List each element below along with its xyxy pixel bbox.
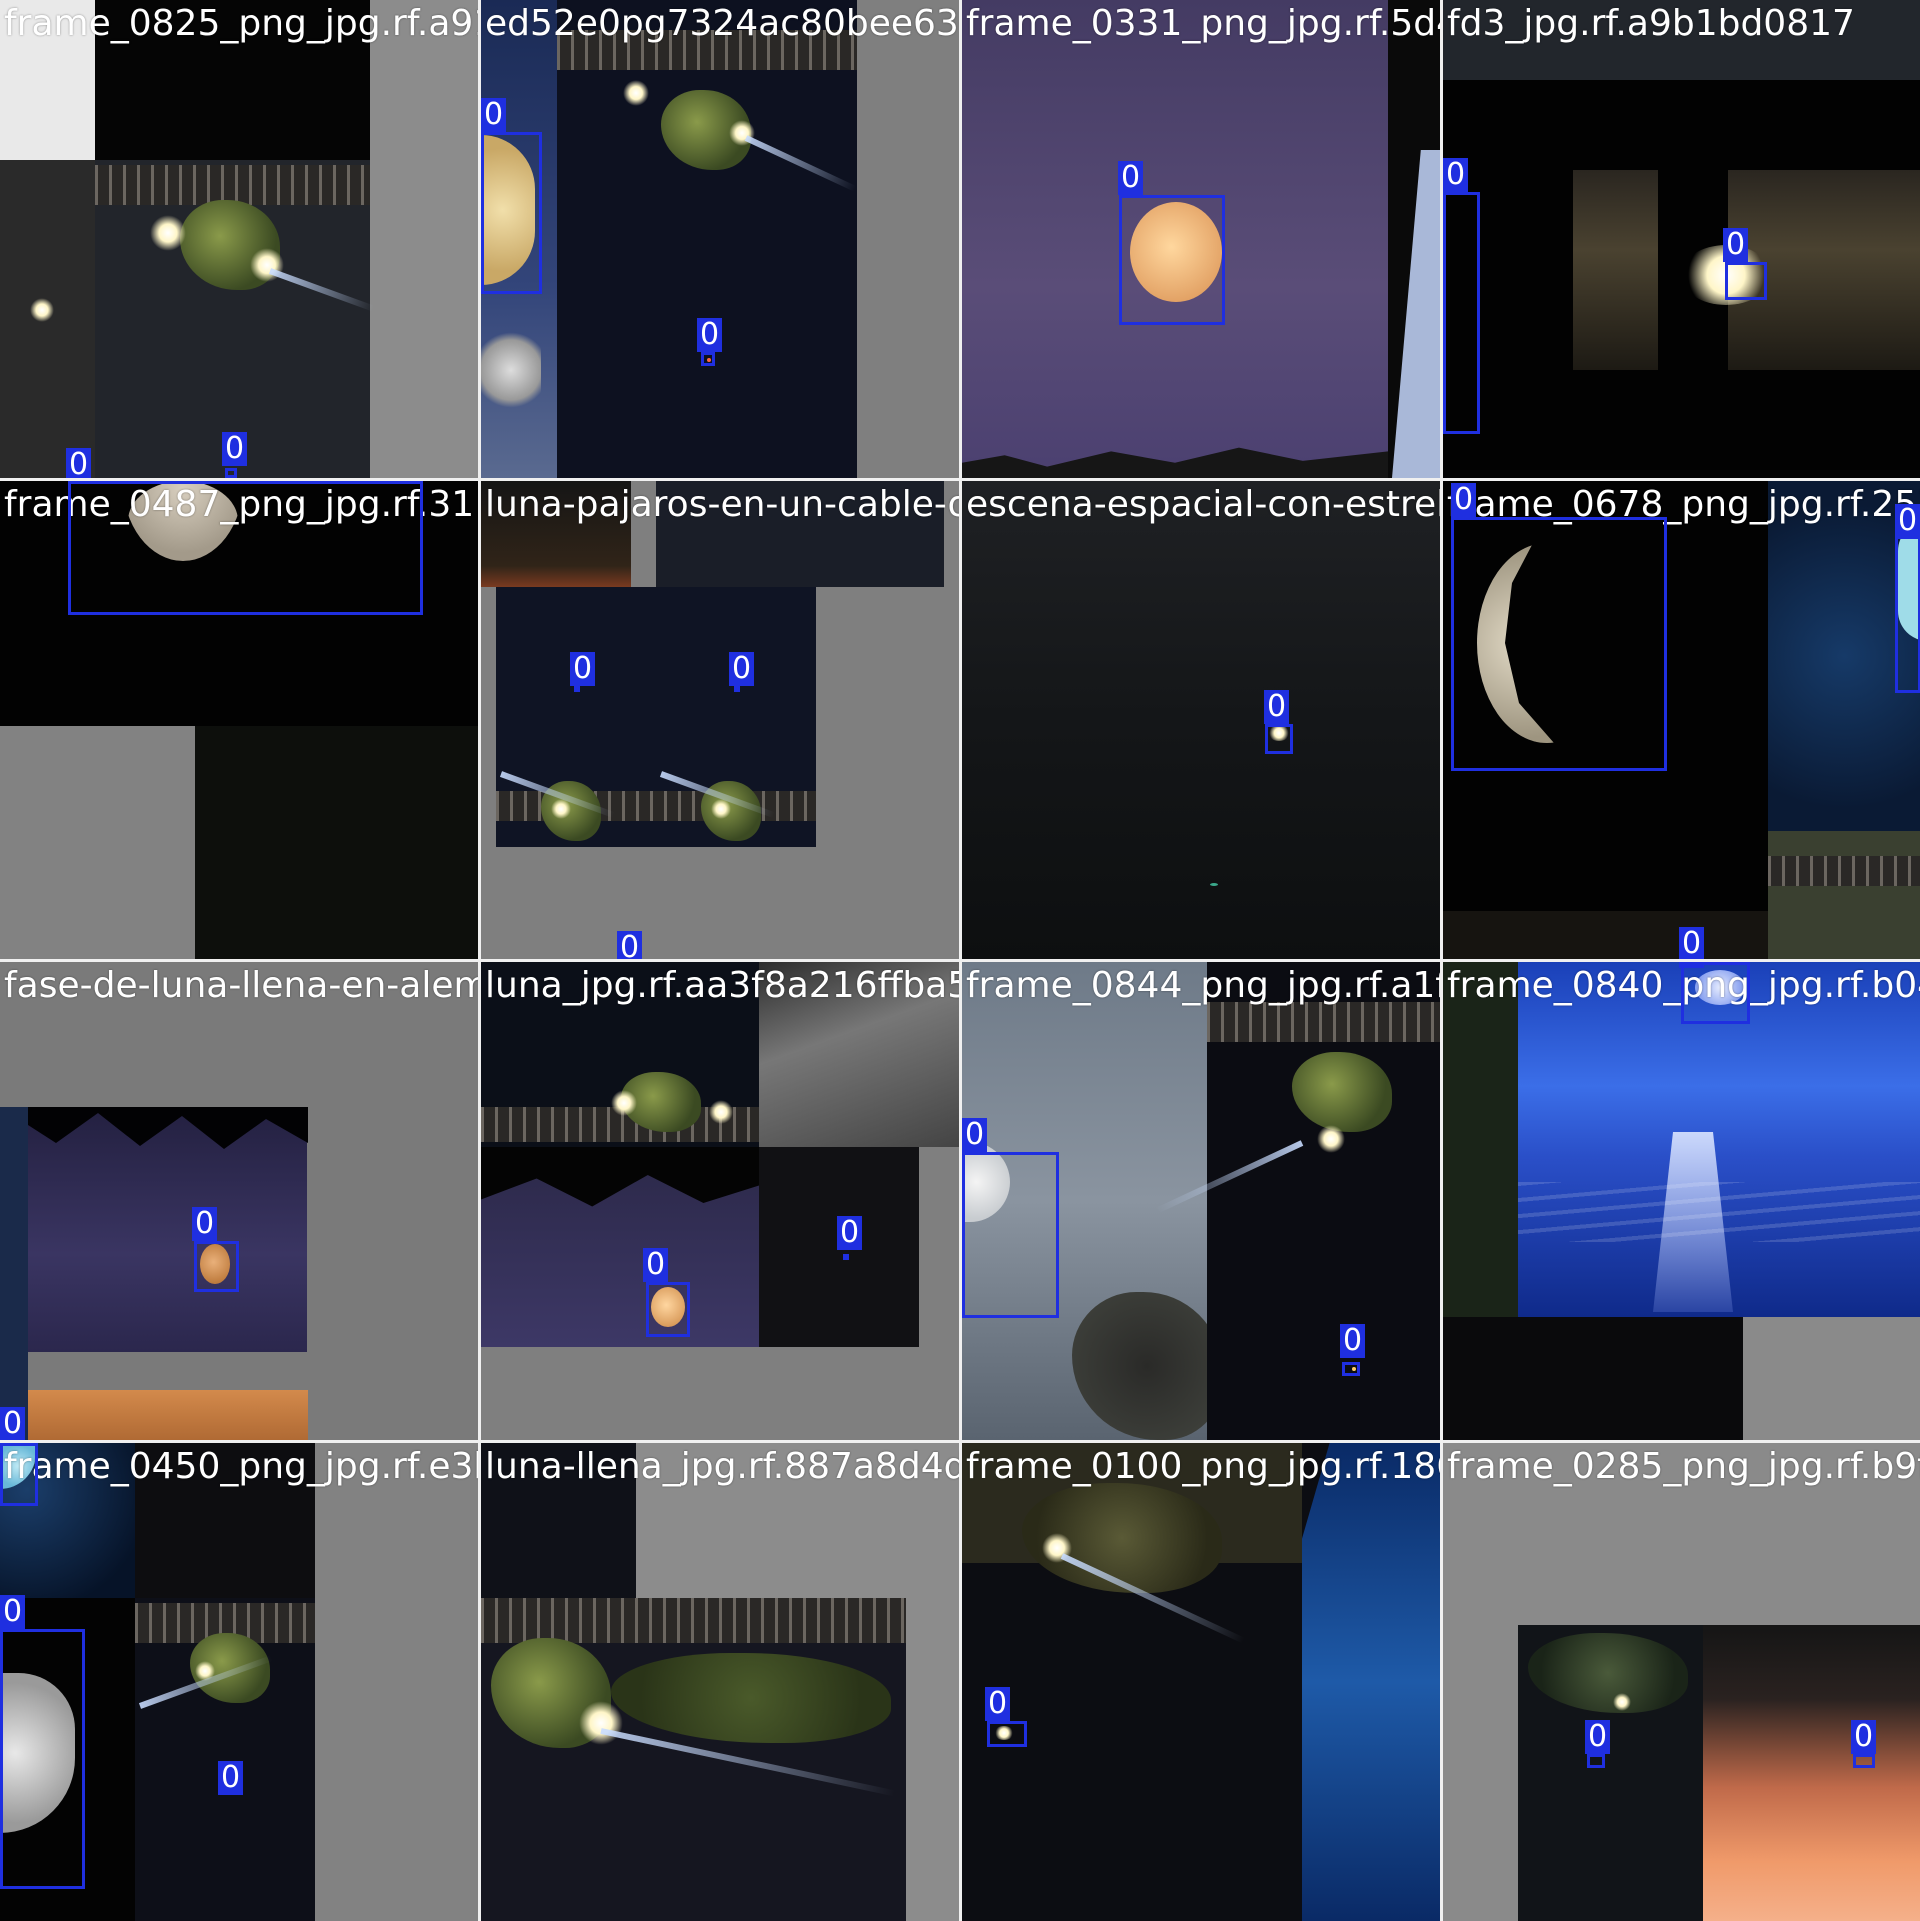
bounding-box — [1451, 517, 1667, 771]
class-label: 0 — [1679, 927, 1705, 959]
bounding-box — [225, 468, 237, 478]
tile-title: frame_0450_png_jpg.rf.e3bb8e7f2361e7b — [4, 1446, 478, 1487]
tile-title: frame_0100_png_jpg.rf.18637af64f37285733 — [966, 1446, 1440, 1487]
tile-7: escena-espacial-con-estrellas-y-fondo 0 — [962, 481, 1440, 959]
bounding-box — [646, 1282, 690, 1337]
class-label: 0 — [962, 1118, 988, 1152]
class-label: 0 — [697, 318, 723, 352]
tile-9: fase-de-luna-llena-en-alemania-30_jpg.rf… — [0, 962, 478, 1440]
class-label: 0 — [0, 1595, 26, 1629]
tile-title: frame_0844_png_jpg.rf.a1f1052d7ca8403 — [966, 965, 1440, 1006]
bounding-box — [0, 1629, 85, 1889]
tile-6: luna-pajaros-en-un-cable-o-linea-electri… — [481, 481, 959, 959]
bounding-box — [1681, 962, 1750, 1024]
tile-4: fd3_jpg.rf.a9b1bd0817 0 0 — [1443, 0, 1920, 478]
class-label: 0 — [1679, 962, 1705, 968]
tile-13: frame_0450_png_jpg.rf.e3bb8e7f2361e7b 0 … — [0, 1443, 478, 1921]
tile-title: luna-llena_jpg.rf.887a8d4de0004 — [485, 1446, 959, 1487]
tile-title: frame_0825_png_jpg.rf.a916ed2246271429d7… — [4, 3, 478, 44]
class-label: 0 — [1585, 1720, 1611, 1754]
class-label: 0 — [0, 1407, 26, 1440]
class-label: 0 — [1851, 1720, 1877, 1754]
tile-title: fd3_jpg.rf.a9b1bd0817 — [1447, 3, 1855, 44]
tile-11: frame_0844_png_jpg.rf.a1f1052d7ca8403 0 … — [962, 962, 1440, 1440]
class-label: 0 — [66, 448, 92, 478]
class-label: 0 — [218, 1761, 244, 1795]
bounding-box — [1587, 1754, 1605, 1768]
bounding-box — [1853, 1754, 1875, 1768]
class-label: 0 — [1340, 1324, 1366, 1358]
class-label: 0 — [643, 1248, 669, 1282]
tile-2: ed52e0pg7324ac80bee63e9b5e54803bd0pg 0 0 — [481, 0, 959, 478]
class-label: 0 — [0, 1443, 26, 1445]
tile-title: frame_0285_png_jpg.rf.b9f1 — [1447, 1446, 1920, 1487]
tile-3: frame_0331_png_jpg.rf.5d47f6232f1638ff5e… — [962, 0, 1440, 478]
tile-title: ed52e0pg7324ac80bee63e9b5e54803bd0pg — [485, 3, 959, 44]
bounding-box — [1265, 724, 1293, 754]
class-label: 0 — [192, 1207, 218, 1241]
bounding-box — [574, 686, 580, 692]
class-label: 0 — [985, 1687, 1011, 1721]
tile-8: frame_0678_png_jpg.rf.257 0 0 0 — [1443, 481, 1920, 959]
bounding-box — [962, 1152, 1059, 1318]
tile-12: frame_0840_png_jpg.rf.b042 0 — [1443, 962, 1920, 1440]
class-label: 0 — [1443, 158, 1469, 192]
bounding-box — [1895, 536, 1920, 693]
class-label: 0 — [1895, 504, 1920, 538]
bounding-box — [481, 132, 542, 294]
bounding-box — [987, 1721, 1027, 1747]
tile-10: luna_jpg.rf.aa3f8a216ffba57f2ae85f3974e … — [481, 962, 959, 1440]
class-label: 0 — [1723, 228, 1749, 262]
bounding-box — [68, 481, 423, 615]
class-label: 0 — [837, 1216, 863, 1250]
class-label: 0 — [1451, 483, 1477, 517]
bounding-box — [1443, 192, 1480, 434]
tile-1: frame_0825_png_jpg.rf.a916ed2246271429d7… — [0, 0, 478, 478]
tile-14: luna-llena_jpg.rf.887a8d4de0004 — [481, 1443, 959, 1921]
class-label: 0 — [222, 432, 248, 466]
bounding-box — [194, 1241, 239, 1292]
class-label: 0 — [1264, 690, 1290, 724]
tile-5: frame_0487_png_jpg.rf.3112188d7ddd433bb2… — [0, 481, 478, 959]
tile-title: luna-pajaros-en-un-cable-o-linea-electri… — [485, 484, 959, 525]
tile-title: luna_jpg.rf.aa3f8a216ffba57f2ae85f3974e — [485, 965, 959, 1006]
tile-title: escena-espacial-con-estrellas-y-fondo — [966, 484, 1440, 525]
bounding-box — [0, 1443, 38, 1506]
tile-title: frame_0331_png_jpg.rf.5d47f6232f1638ff5e… — [966, 3, 1440, 44]
bounding-box — [1342, 1362, 1360, 1376]
bounding-box — [1725, 262, 1767, 300]
tile-title: frame_0487_png_jpg.rf.3112188d7ddd433bb2… — [4, 484, 478, 525]
class-label: 0 — [729, 652, 755, 686]
class-label: 0 — [481, 98, 507, 132]
tile-15: frame_0100_png_jpg.rf.18637af64f37285733… — [962, 1443, 1440, 1921]
tile-16: frame_0285_png_jpg.rf.b9f1 0 0 — [1443, 1443, 1920, 1921]
tile-title: fase-de-luna-llena-en-alemania-30_jpg.rf… — [4, 965, 478, 1006]
class-label: 0 — [617, 931, 643, 959]
bounding-box — [701, 352, 715, 366]
bounding-box — [843, 1254, 849, 1260]
bounding-box — [734, 686, 740, 692]
bounding-box — [1119, 195, 1225, 325]
class-label: 0 — [1118, 161, 1144, 195]
class-label: 0 — [570, 652, 596, 686]
